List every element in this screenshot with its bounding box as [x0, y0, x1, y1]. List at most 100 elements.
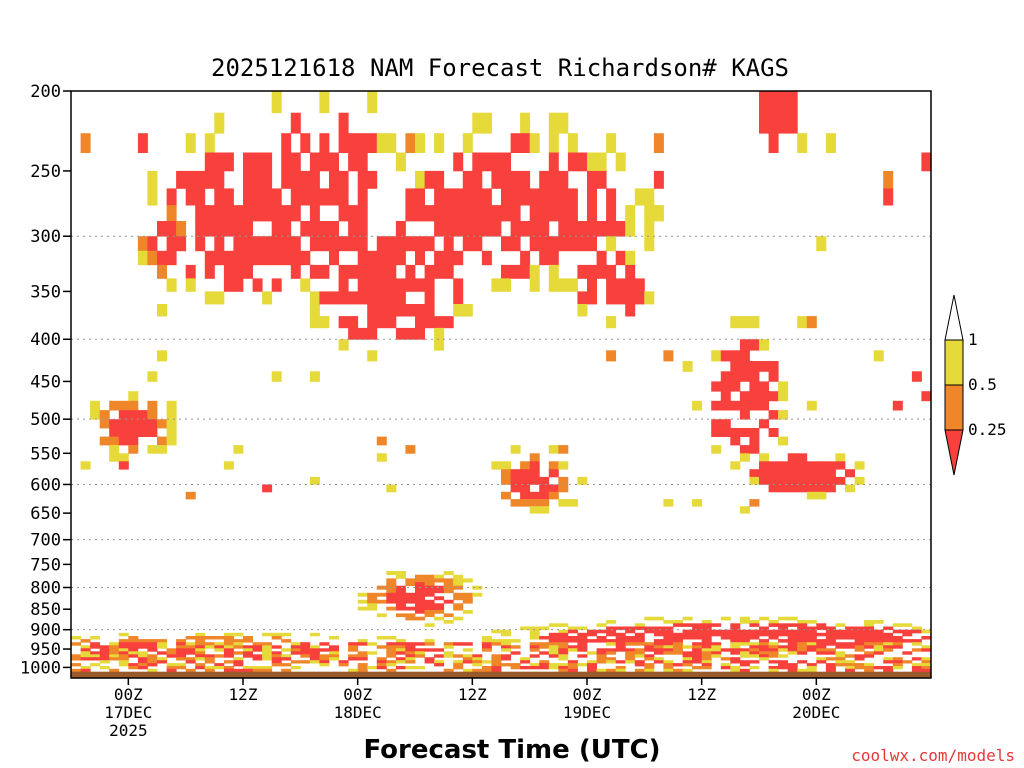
heat-cell [415, 582, 425, 587]
heat-cell [281, 205, 292, 222]
heat-cell [195, 666, 206, 670]
heat-cell [453, 574, 464, 579]
heat-cell [405, 596, 416, 601]
heat-cell [166, 236, 177, 252]
heat-cell [243, 188, 253, 206]
heat-cell [825, 668, 836, 672]
heat-cell [376, 316, 387, 329]
heat-cell [147, 654, 158, 658]
heat-cell [921, 645, 931, 649]
heat-cell [816, 660, 827, 664]
heat-cell [529, 499, 540, 507]
heat-cell [309, 657, 320, 661]
heat-cell [271, 663, 282, 667]
heat-cell [682, 663, 693, 667]
heat-cell [166, 663, 177, 667]
heat-cell [921, 660, 931, 664]
heat-cell [214, 648, 225, 652]
heat-cell [204, 264, 215, 279]
heat-cell [835, 645, 846, 649]
heat-cell [558, 170, 569, 189]
heat-cell [701, 654, 712, 658]
heat-cell [233, 668, 244, 672]
heat-cell [825, 484, 836, 493]
heat-cell [778, 639, 789, 643]
heat-cell [539, 205, 550, 222]
heat-cell [825, 632, 836, 637]
heat-cell [701, 660, 712, 664]
heat-cell [787, 469, 798, 478]
heat-cell [395, 221, 406, 237]
heat-cell [462, 596, 473, 601]
heat-cell [778, 645, 789, 649]
heat-cell [606, 639, 617, 643]
heat-cell [491, 642, 502, 646]
heat-cell [424, 599, 435, 604]
heat-cell [501, 645, 511, 649]
heat-cell [845, 632, 855, 637]
heat-cell [233, 645, 244, 649]
heat-cell [548, 636, 559, 640]
heat-cell [634, 660, 645, 664]
heat-cell [348, 654, 359, 658]
heat-cell [720, 616, 731, 621]
heat-cell [357, 668, 368, 672]
heat-cell [567, 221, 578, 237]
heat-cell [625, 250, 636, 266]
heat-cell [797, 629, 808, 634]
heat-cell [147, 188, 158, 206]
heat-cell [911, 642, 922, 646]
heat-cell [854, 636, 865, 640]
heat-cell [739, 663, 750, 667]
heat-cell [749, 361, 760, 372]
heat-cell [491, 221, 502, 237]
heat-cell [911, 626, 922, 631]
heat-cell [214, 291, 225, 305]
heat-cell [692, 632, 703, 637]
heat-cell [376, 304, 387, 317]
heat-cell [673, 663, 683, 667]
heat-cell [80, 648, 91, 652]
heat-cell [892, 666, 903, 670]
heat-cell [434, 616, 445, 621]
heat-cell [290, 112, 301, 134]
heat-cell [663, 666, 674, 670]
heat-cell [529, 264, 540, 279]
heat-cell [797, 660, 808, 664]
heat-cell [653, 651, 664, 655]
heat-cell [778, 629, 789, 634]
heat-cell [883, 642, 894, 646]
heat-cell [395, 660, 406, 664]
heat-cell [252, 657, 263, 661]
heat-cell [606, 632, 617, 637]
heat-cell [223, 278, 234, 292]
heat-cell [845, 645, 855, 649]
heat-cell [577, 264, 588, 279]
heat-cell [501, 629, 511, 634]
heat-cell [443, 188, 454, 206]
heat-cell [548, 250, 559, 266]
heat-cell [806, 626, 817, 631]
heat-cell [243, 205, 253, 222]
heat-cell [625, 657, 636, 661]
heat-cell [778, 626, 789, 631]
heat-cell [806, 636, 817, 640]
heat-cell [749, 651, 760, 655]
heat-cell [405, 592, 416, 597]
heat-cell [730, 642, 741, 646]
heat-cell [854, 654, 865, 658]
heat-cell [243, 264, 253, 279]
heat-cell [529, 205, 540, 222]
y-tick-label: 950 [30, 640, 61, 660]
heat-cell [768, 391, 779, 402]
heat-cell [567, 639, 578, 643]
heat-cell [663, 350, 674, 362]
heat-cell [128, 648, 139, 652]
heat-cell [806, 639, 817, 643]
heat-cell [615, 645, 626, 649]
heat-cell [548, 264, 559, 279]
heat-cell [587, 668, 597, 672]
heat-cell [673, 645, 683, 649]
heat-cell [759, 632, 769, 637]
heat-cell [376, 278, 387, 292]
